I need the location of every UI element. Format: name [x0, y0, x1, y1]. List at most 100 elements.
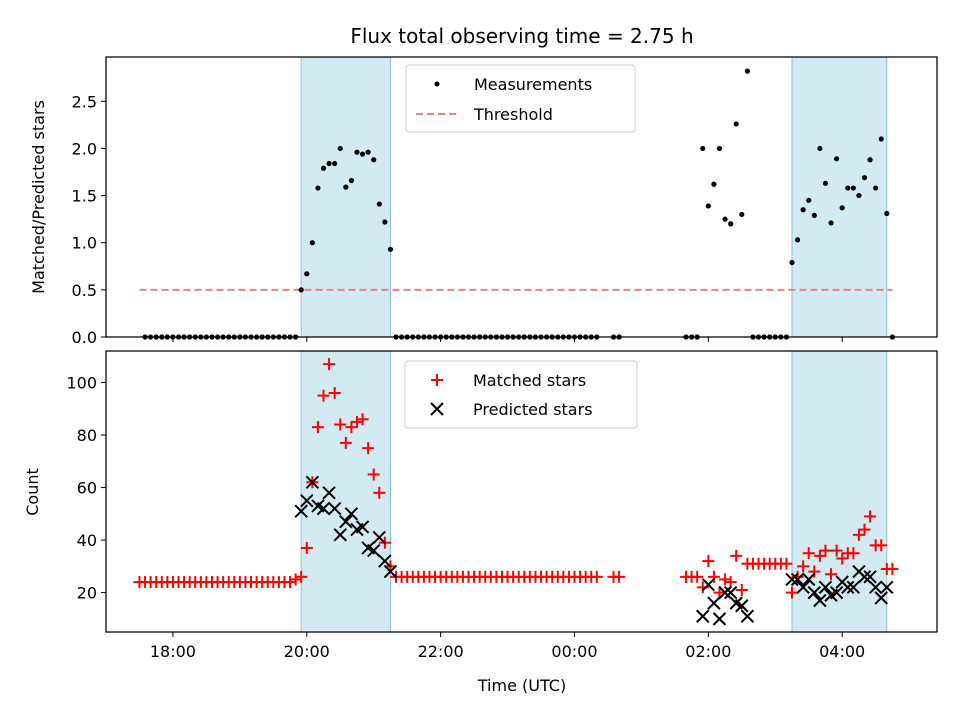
measurement-point [376, 201, 382, 207]
matched-star-point [808, 565, 821, 578]
top-y-ticks: 0.0 0.5 1.0 1.5 2.0 2.5 [72, 92, 106, 347]
predicted-star-point [316, 501, 331, 516]
matched-star-point [345, 421, 358, 434]
bottom-panel: 20 40 60 80 100 18:00 20:00 22:00 00:00 02:00 04:… [23, 350, 938, 695]
matched-star-point [339, 436, 352, 449]
matched-star-point [373, 486, 386, 499]
measurement-point [794, 237, 801, 243]
predicted-star-point [807, 585, 822, 600]
measurement-point [811, 212, 817, 218]
matched-star-points [133, 358, 899, 599]
predicted-star-point [322, 486, 336, 500]
matched-star-point [300, 541, 313, 554]
legend-matched-marker [431, 374, 443, 386]
predicted-star-point [785, 572, 799, 587]
measurement-point [739, 211, 745, 218]
matched-star-point [367, 468, 380, 481]
measurement-point [722, 216, 728, 222]
matched-star-point [707, 570, 720, 583]
x-tick-label: 22:00 [418, 642, 464, 661]
x-tick-label: 20:00 [284, 642, 330, 661]
measurement-point [728, 221, 734, 227]
matched-star-point [311, 421, 324, 434]
measurement-point [304, 271, 310, 277]
measurement-point [382, 219, 388, 225]
measurement-point [806, 197, 812, 203]
top-y-axis-label: Matched/Predicted stars [29, 100, 48, 294]
matched-star-point [362, 442, 375, 455]
measurement-point [343, 184, 349, 190]
predicted-star-point [701, 578, 716, 592]
matched-star-point [813, 549, 826, 562]
measurement-point [348, 177, 354, 184]
matched-star-point [724, 576, 737, 589]
x-axis-label: Time (UTC) [477, 676, 566, 695]
predicted-star-point [344, 507, 359, 521]
measurement-point [822, 180, 829, 186]
predicted-star-point [735, 599, 749, 613]
shaded-interval [791, 56, 888, 338]
matched-star-point [317, 389, 330, 402]
matched-star-point [691, 570, 704, 583]
measurement-point [817, 145, 823, 152]
top-legend-box [405, 64, 636, 133]
matched-star-point [836, 552, 849, 565]
top-x-ticks [172, 337, 843, 342]
predicted-star-point [372, 530, 386, 545]
matched-star-point [719, 573, 732, 586]
legend-predicted-marker [430, 402, 444, 416]
legend-predicted-label: Predicted stars [473, 400, 593, 419]
bottom-legend: Matched stars Predicted stars [404, 360, 638, 429]
matched-star-point [730, 549, 743, 562]
matched-star-point [328, 387, 341, 400]
legend-threshold-label: Threshold [473, 105, 553, 124]
measurement-point [387, 246, 394, 252]
matched-star-point [797, 560, 810, 573]
predicted-star-point [723, 585, 738, 600]
predicted-star-points [294, 475, 894, 626]
measurement-point [337, 145, 343, 152]
matched-star-point [295, 570, 308, 583]
measurement-point [861, 175, 868, 181]
matched-star-point [350, 415, 363, 428]
matched-star-point [819, 544, 832, 557]
y-tick-label: 60 [77, 479, 97, 498]
matched-star-point [864, 510, 877, 523]
x-tick-label: 00:00 [551, 642, 597, 661]
predicted-star-point [829, 585, 844, 600]
predicted-star-point [740, 609, 755, 623]
measurement-point [878, 136, 884, 142]
predicted-star-point [863, 570, 877, 584]
predicted-star-point [790, 572, 805, 587]
predicted-star-point [294, 504, 308, 518]
y-tick-label: 2.0 [72, 139, 97, 158]
y-tick-label: 20 [77, 584, 97, 603]
measurement-point [298, 287, 304, 293]
matched-star-point [825, 568, 838, 581]
bottom-y-ticks: 20 40 60 80 100 [66, 374, 106, 603]
matched-star-point [780, 557, 793, 570]
y-tick-label: 100 [66, 374, 97, 393]
chart-title: Flux total observing time = 2.75 h [350, 24, 693, 48]
predicted-star-point [378, 554, 392, 568]
y-tick-label: 1.5 [72, 187, 97, 206]
y-tick-label: 0.5 [72, 281, 97, 300]
matched-star-point [334, 418, 347, 431]
measurement-point [873, 185, 879, 191]
predicted-star-point [841, 580, 855, 595]
predicted-star-point [718, 585, 732, 600]
bottom-x-ticks: 18:00 20:00 22:00 00:00 02:00 04:00 [150, 632, 865, 661]
measurement-point [716, 145, 723, 152]
matched-star-point [858, 523, 871, 536]
measurement-point [850, 185, 856, 191]
predicted-star-point [857, 570, 872, 584]
measurement-point [705, 203, 711, 209]
legend-matched-label: Matched stars [473, 371, 586, 390]
measurement-point [326, 160, 332, 167]
top-legend: Measurements Threshold [405, 64, 636, 133]
matched-star-point [284, 576, 297, 589]
measurement-point [371, 157, 377, 163]
measurement-point [354, 149, 360, 155]
y-tick-label: 2.5 [72, 92, 97, 111]
